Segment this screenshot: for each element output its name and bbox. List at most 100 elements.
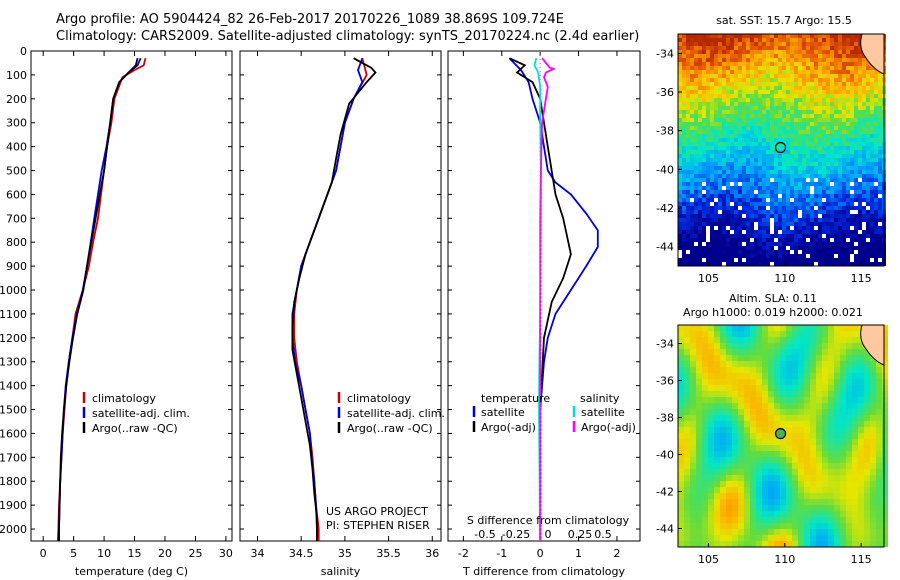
float-marker — [774, 427, 787, 440]
panel-sla_map: 105 110 115 -34 -36 -38 -40 -42 -44 Altim. SLA: 0… — [656, 292, 888, 566]
map-title-line2: Argo h1000: 0.019 h2000: 0.021 — [683, 306, 863, 319]
x-tick-label: 115 — [851, 272, 872, 285]
panel-temperature: 0 5 10 15 20 25 30 temperature (deg C) 0 100 200 30… — [0, 45, 233, 578]
x-tick-label: 35 — [338, 547, 352, 560]
series-line-4 — [539, 57, 557, 541]
y-tick-label: -36 — [656, 375, 674, 388]
y-tick-label: 1300 — [0, 356, 27, 369]
x-tick-label: 0 — [537, 547, 544, 560]
panel-salinity: 34 34.5 35 35.5 36 salinity climatology satelli… — [239, 50, 445, 578]
series-line-2 — [291, 57, 364, 541]
header-line1: Argo profile: AO 5904424_82 26-Feb-2017 … — [56, 12, 564, 27]
x-axis-label-top: S difference from climatology — [467, 514, 630, 527]
plot-frame — [447, 50, 641, 542]
x-axis-label: salinity — [321, 565, 361, 578]
x-tick-label: 15 — [128, 547, 142, 560]
y-tick-label: 1800 — [0, 475, 27, 488]
x-tick-label: -1 — [496, 547, 507, 560]
y-tick-label: -34 — [656, 338, 674, 351]
float-marker — [774, 141, 787, 154]
y-tick-label: -36 — [656, 86, 674, 99]
x-tick-label: 0 — [40, 547, 47, 560]
map-frame — [677, 324, 885, 548]
legend-title-temperature: temperature — [481, 392, 550, 405]
y-tick-label: -44 — [656, 241, 674, 254]
y-tick-label: 1900 — [0, 499, 27, 512]
land-mass — [860, 324, 885, 366]
legend-label: satellite — [581, 406, 625, 419]
map-frame — [677, 33, 885, 267]
x-tick-label: 20 — [158, 547, 172, 560]
x-tick-label: 2 — [613, 547, 620, 560]
plot-frame — [239, 50, 442, 542]
y-tick-label: 600 — [6, 188, 27, 201]
y-tick-label: 2000 — [0, 523, 27, 536]
y-tick-label: -40 — [656, 163, 674, 176]
y-tick-label: 900 — [6, 260, 27, 273]
x-tick-label: 10 — [97, 547, 111, 560]
y-tick-label: 1200 — [0, 332, 27, 345]
y-tick-label: -38 — [656, 125, 674, 138]
x-tick-label: 35.5 — [376, 547, 401, 560]
panel-sst_map: 105 110 115 -34 -36 -38 -40 -42 -44 sat. SST: 15.… — [656, 14, 886, 285]
y-tick-label: 400 — [6, 141, 27, 154]
x-tick-label: 34.5 — [289, 547, 314, 560]
y-tick-label: 0 — [20, 45, 27, 58]
legend-label: Argo(..raw -QC) — [347, 422, 433, 435]
x-tick-label: 105 — [698, 553, 719, 566]
s-tick-label: -0.5 — [474, 528, 495, 541]
s-tick-label: 0.5 — [594, 528, 612, 541]
legend-label: climatology — [347, 392, 411, 405]
legend-label: satellite-adj. clim. — [347, 407, 445, 420]
annotation-project: US ARGO PROJECT — [326, 505, 428, 518]
y-tick-label: 1700 — [0, 451, 27, 464]
legend-label: Argo(-adj) — [581, 421, 636, 434]
map-title: sat. SST: 15.7 Argo: 15.5 — [716, 14, 852, 27]
x-tick-label: 115 — [851, 553, 872, 566]
y-tick-label: 700 — [6, 212, 27, 225]
series-line-3 — [291, 57, 377, 541]
y-tick-label: -42 — [656, 202, 674, 215]
land-mass — [860, 33, 885, 75]
s-tick-label: 0 — [545, 528, 552, 541]
x-tick-label: 36 — [425, 547, 439, 560]
y-tick-label: -42 — [656, 486, 674, 499]
series-line-1 — [293, 57, 368, 541]
x-tick-label: 1 — [575, 547, 582, 560]
x-axis-label: temperature (deg C) — [75, 565, 188, 578]
x-tick-label: 110 — [774, 553, 795, 566]
y-tick-label: 1400 — [0, 380, 27, 393]
y-tick-label: 1500 — [0, 404, 27, 417]
x-tick-label: 25 — [188, 547, 202, 560]
legend-label: Argo(..raw -QC) — [92, 422, 178, 435]
x-tick-label: 34 — [250, 547, 264, 560]
y-tick-label: -34 — [656, 47, 674, 60]
legend-title-salinity: salinity — [580, 392, 620, 405]
y-tick-label: -44 — [656, 523, 674, 536]
x-axis-label: T difference from climatology — [462, 565, 625, 578]
y-tick-label: -40 — [656, 449, 674, 462]
y-tick-label: 1600 — [0, 427, 27, 440]
x-tick-label: 105 — [698, 272, 719, 285]
panel-difference: -2 -1 0 1 2 T difference from climatology temp… — [447, 50, 641, 578]
sst-field — [678, 34, 886, 266]
y-tick-label: 1000 — [0, 284, 27, 297]
annotation-pi: PI: STEPHEN RISER — [326, 519, 430, 532]
series-line-3 — [58, 57, 139, 541]
plot-frame — [30, 50, 233, 542]
s-tick-label: 0.25 — [568, 528, 593, 541]
x-tick-label: 30 — [219, 547, 233, 560]
x-tick-label: 5 — [70, 547, 77, 560]
legend-label: satellite — [481, 406, 525, 419]
x-tick-label: 110 — [774, 272, 795, 285]
x-tick-label: -2 — [458, 547, 469, 560]
y-tick-label: 800 — [6, 236, 27, 249]
series-line-2 — [509, 57, 572, 541]
series-line-1 — [508, 57, 599, 541]
y-tick-label: 300 — [6, 117, 27, 130]
series-line-2 — [58, 57, 142, 541]
y-tick-label: 1100 — [0, 308, 27, 321]
s-tick-label: -0.25 — [502, 528, 530, 541]
y-tick-label: 100 — [6, 69, 27, 82]
